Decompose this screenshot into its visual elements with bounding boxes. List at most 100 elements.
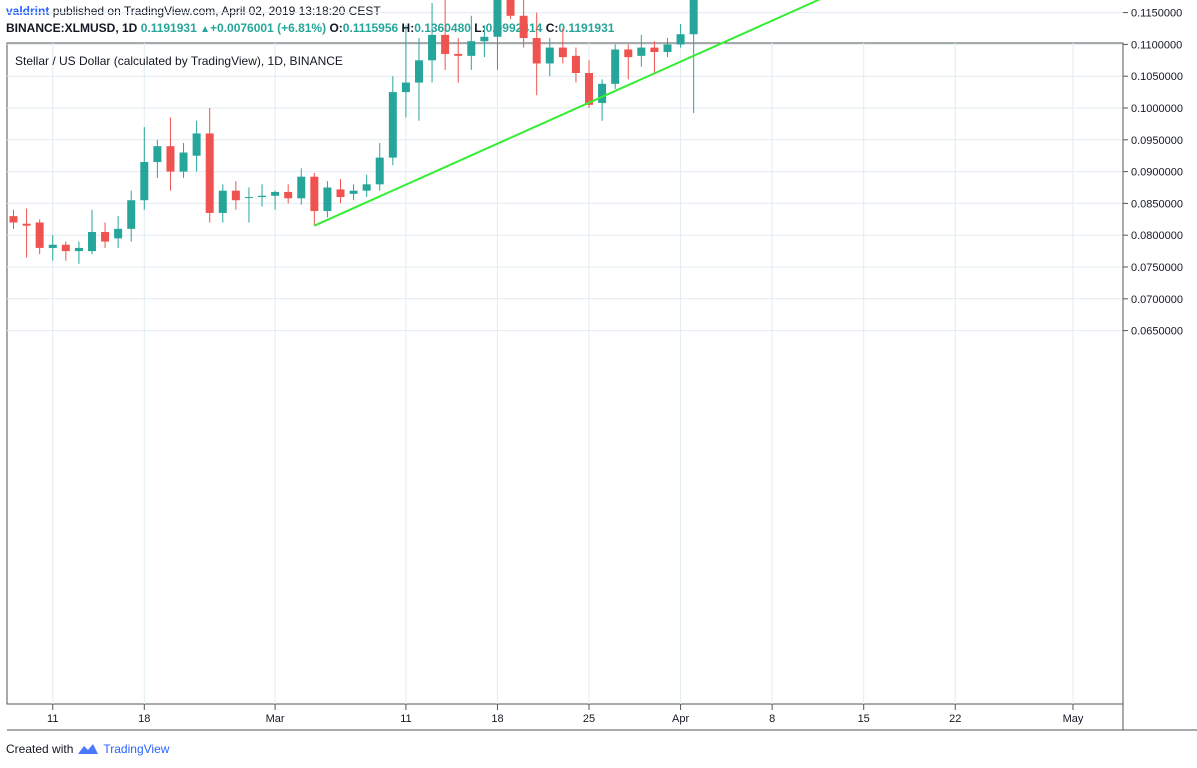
candle [532, 12, 541, 96]
candle-body [467, 41, 476, 56]
candle-body [689, 0, 698, 35]
candle-body [9, 216, 18, 223]
candle-body [506, 0, 515, 16]
ohlc-summary: BINANCE:XLMUSD, 1D 0.1191931 ▲+0.0076001… [6, 21, 614, 35]
candle [244, 187, 253, 223]
price-tick-label: 0.0850000 [1131, 198, 1183, 210]
candle-body [676, 34, 685, 45]
price-tick-label: 0.0700000 [1131, 294, 1183, 306]
time-tick-label: 18 [138, 713, 150, 725]
time-tick-label: 18 [491, 713, 503, 725]
time-tick-label: 8 [769, 713, 775, 725]
time-axis[interactable]: 11 18 Mar 11 18 25 Apr 8 15 22 May [47, 704, 1084, 725]
time-tick-label: 15 [858, 713, 870, 725]
candle-body [611, 49, 620, 84]
candle-body [585, 73, 594, 105]
candle [192, 120, 201, 172]
author-link[interactable]: valdrint [6, 4, 50, 18]
candle-body [441, 34, 450, 54]
candle-body [323, 187, 332, 212]
candle-body [545, 47, 554, 64]
time-tick-label: Apr [672, 713, 689, 725]
candle [414, 38, 423, 121]
candle-body [336, 189, 345, 198]
candle-body [48, 244, 57, 248]
candle [441, 0, 450, 70]
candle [467, 15, 476, 70]
candle [22, 208, 31, 258]
candle-body [258, 195, 267, 198]
candle-body [454, 53, 463, 56]
candle-body [558, 47, 567, 58]
candle-body [205, 133, 214, 213]
candle-body [140, 162, 149, 201]
time-tick-label: 25 [583, 713, 595, 725]
published-text: published on TradingView.com, April 02, … [52, 4, 381, 18]
trendline-segment[interactable] [313, 0, 1060, 227]
candle [349, 184, 358, 201]
price-tick-label: 0.1150000 [1131, 8, 1182, 20]
arrow-up-icon: ▲ [200, 24, 210, 35]
candle [166, 117, 175, 191]
candle-body [624, 49, 633, 58]
time-tick-label: 11 [47, 713, 58, 725]
candle-body [61, 244, 70, 252]
candle [637, 34, 646, 67]
price-tick-label: 0.0900000 [1131, 167, 1183, 179]
candle [388, 76, 397, 166]
candle [401, 25, 410, 118]
candle-body [244, 197, 253, 199]
candle-body [87, 232, 96, 252]
candle [140, 127, 149, 210]
candle [87, 209, 96, 255]
candle [428, 3, 437, 83]
candle [506, 0, 515, 19]
candle-body [166, 146, 175, 172]
candle [362, 174, 371, 198]
created-with-label: Created with [6, 742, 74, 756]
open-label: O: [329, 21, 343, 35]
price-tick-label: 0.1000000 [1131, 103, 1183, 115]
chart-title: Stellar / US Dollar (calculated by Tradi… [15, 54, 343, 68]
trendline[interactable] [313, 0, 1060, 227]
candle-body [519, 15, 528, 39]
candle [114, 216, 123, 248]
tradingview-brand[interactable]: TradingView [103, 742, 170, 756]
candle [258, 184, 267, 207]
candle [454, 38, 463, 83]
candle [650, 41, 659, 74]
candle [323, 181, 332, 218]
candle-body [480, 36, 489, 42]
candle-body [362, 184, 371, 191]
low-label: L: [474, 21, 486, 35]
close-value: 0.1191931 [558, 21, 615, 35]
price-axis[interactable]: 0.16000000.15500000.15000000.14500000.14… [1123, 0, 1183, 338]
candle [676, 24, 685, 48]
open-value: 0.1115956 [342, 21, 399, 35]
candle [598, 79, 607, 121]
candle [74, 241, 83, 264]
candle-body [375, 157, 384, 185]
candle-body [114, 228, 123, 239]
candle-body [231, 190, 240, 201]
candle-body [532, 38, 541, 64]
price-tick-label: 0.1100000 [1131, 39, 1182, 51]
candle [663, 38, 672, 58]
candle-body [388, 92, 397, 158]
candle [101, 222, 110, 248]
high-value: 0.1360480 [414, 21, 471, 35]
candle-body [637, 47, 646, 56]
time-tick-label: 11 [400, 713, 411, 725]
price-tick-label: 0.0800000 [1131, 230, 1183, 242]
footer: Created with TradingView [6, 742, 169, 756]
candle-body [349, 190, 358, 194]
publish-info: valdrint published on TradingView.com, A… [6, 4, 381, 18]
candle-body [284, 191, 293, 199]
candle-body [571, 55, 580, 74]
candle-body [192, 133, 201, 156]
candle [624, 44, 633, 80]
candle [205, 108, 214, 223]
candle-body [310, 176, 319, 212]
candle [689, 0, 698, 114]
